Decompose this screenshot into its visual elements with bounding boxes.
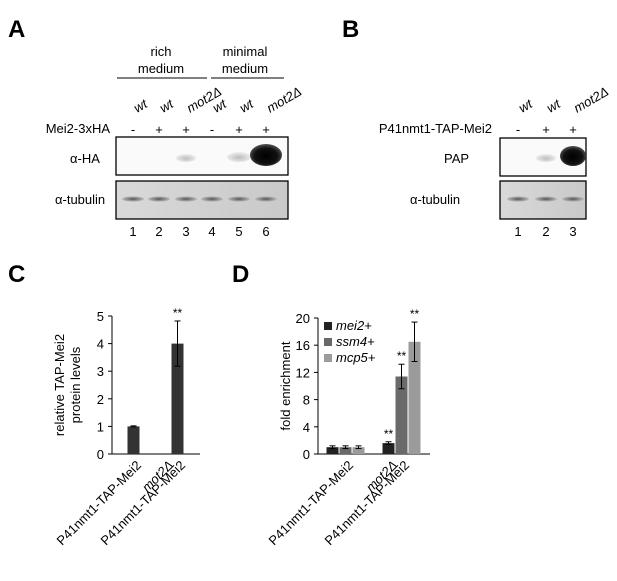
strain-label: wt — [131, 95, 151, 115]
construct-sign: + — [542, 122, 550, 137]
band-a-ha-lane3 — [176, 154, 196, 162]
band-tubulin — [228, 196, 250, 202]
bar — [326, 447, 339, 454]
band-b-pap-lane2 — [536, 154, 556, 162]
blot-label-b-tubulin: α-tubulin — [410, 192, 460, 207]
strain-label: wt — [157, 95, 177, 115]
y-tick-label: 3 — [97, 364, 104, 379]
y-tick-label: 16 — [296, 338, 310, 353]
band-tubulin — [562, 196, 584, 202]
group-header-minimal-line1: minimal — [223, 44, 268, 59]
y-tick-label: 1 — [97, 419, 104, 434]
band-b-pap-lane3 — [560, 146, 586, 166]
y-axis-label: fold enrichment — [278, 341, 293, 430]
group-header-rich-line2: medium — [138, 61, 184, 76]
panel-letter-a: A — [8, 16, 25, 43]
category-label-line2: P41nmt1-TAP-Mei2 — [97, 458, 188, 549]
legend-label: mei2+ — [336, 318, 372, 333]
y-tick-label: 20 — [296, 311, 310, 326]
band-tubulin — [122, 196, 144, 202]
y-tick-label: 4 — [303, 420, 310, 435]
construct-sign: - — [210, 122, 214, 137]
y-tick-label: 5 — [97, 309, 104, 324]
panel-c: C 0 1 2 3 4 5 relative TAP-Mei2 protein levels P… — [8, 261, 200, 548]
panel-b: B wt wt mot2Δ P41nmt1-TAP-Mei2 - + + PAP α-t… — [342, 16, 611, 239]
blot-label-a-ha: α-HA — [70, 151, 100, 166]
strain-label: mot2Δ — [571, 84, 611, 116]
construct-sign: - — [131, 122, 135, 137]
lane-number: 3 — [182, 224, 189, 239]
bar — [408, 341, 421, 454]
significance-label: ** — [173, 306, 183, 320]
strain-label: wt — [544, 95, 564, 115]
bar — [382, 443, 395, 454]
blot-label-a-tubulin: α-tubulin — [55, 192, 105, 207]
strain-label: wt — [516, 95, 536, 115]
construct-sign: + — [155, 122, 163, 137]
significance-label: ** — [410, 307, 420, 321]
panel-letter-b: B — [342, 16, 359, 43]
bar — [127, 426, 140, 454]
lane-number: 4 — [208, 224, 215, 239]
band-a-ha-lane5 — [227, 152, 251, 162]
group-header-rich-line1: rich — [151, 44, 172, 59]
legend-swatch — [324, 338, 332, 346]
significance-label: ** — [397, 349, 407, 363]
significance-label: ** — [384, 427, 394, 441]
y-tick-label: 0 — [97, 447, 104, 462]
y-tick-label: 4 — [97, 337, 104, 352]
lane-number: 1 — [514, 224, 521, 239]
bar — [171, 343, 184, 454]
panel-letter-d: D — [232, 261, 249, 288]
strain-label: wt — [237, 95, 257, 115]
y-tick-label: 12 — [296, 365, 310, 380]
strain-label: mot2Δ — [264, 84, 304, 116]
band-tubulin — [255, 196, 277, 202]
category-label-line2: P41nmt1-TAP-Mei2 — [53, 458, 144, 549]
group-header-minimal-line2: medium — [222, 61, 268, 76]
lane-number: 2 — [155, 224, 162, 239]
lane-number: 5 — [235, 224, 242, 239]
legend-label: ssm4+ — [336, 334, 375, 349]
band-tubulin — [175, 196, 197, 202]
construct-sign: + — [262, 122, 270, 137]
band-tubulin — [201, 196, 223, 202]
band-a-ha-lane6 — [250, 144, 282, 166]
panel-letter-c: C — [8, 261, 25, 288]
panel-a: A rich medium minimal medium wt wt mot2Δwt… — [8, 16, 304, 239]
band-tubulin — [535, 196, 557, 202]
bar — [339, 447, 352, 454]
y-tick-label: 8 — [303, 393, 310, 408]
construct-sign: + — [235, 122, 243, 137]
legend-swatch — [324, 322, 332, 330]
construct-sign: + — [569, 122, 577, 137]
band-tubulin — [507, 196, 529, 202]
blot-label-b-pap: PAP — [444, 151, 469, 166]
construct-label-b: P41nmt1-TAP-Mei2 — [379, 121, 492, 136]
legend-swatch — [324, 354, 332, 362]
construct-label-a: Mei2-3xHA — [46, 121, 111, 136]
lane-number: 1 — [129, 224, 136, 239]
y-axis-label-line1: relative TAP-Mei2 — [52, 334, 67, 436]
lane-number: 3 — [569, 224, 576, 239]
y-tick-label: 0 — [303, 447, 310, 462]
lane-number: 2 — [542, 224, 549, 239]
band-tubulin — [148, 196, 170, 202]
bar — [395, 376, 408, 454]
y-tick-label: 2 — [97, 392, 104, 407]
bar — [352, 447, 365, 454]
construct-sign: - — [516, 122, 520, 137]
y-axis-label-line2: protein levels — [68, 346, 83, 423]
construct-sign: + — [182, 122, 190, 137]
lane-number: 6 — [262, 224, 269, 239]
legend-label: mcp5+ — [336, 350, 376, 365]
